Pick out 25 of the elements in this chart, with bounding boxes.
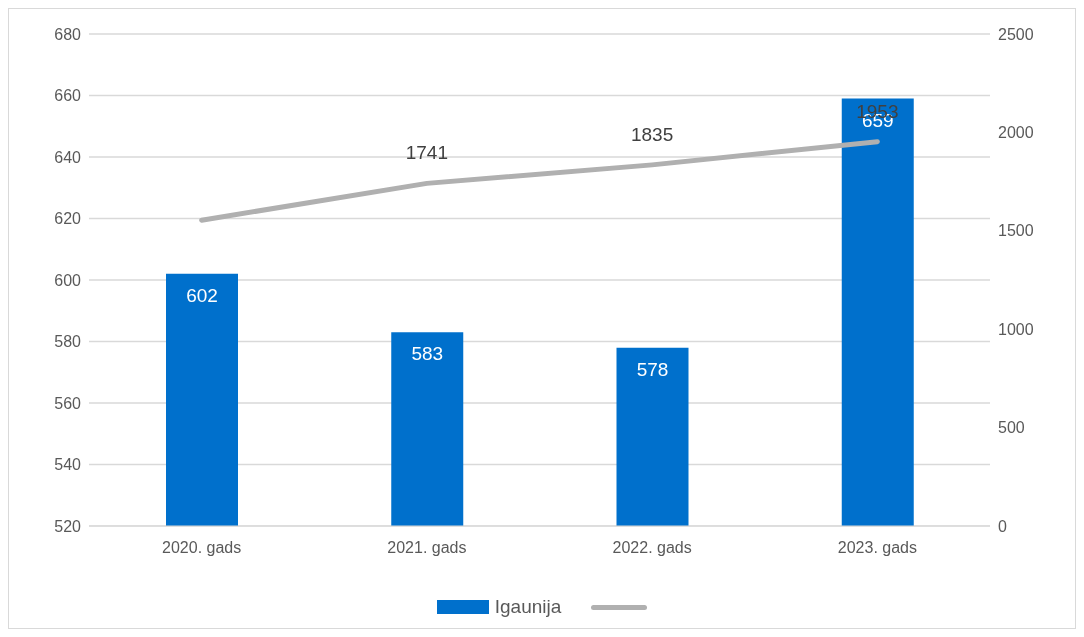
y-tick-label: 600 xyxy=(54,271,82,289)
data-label: 583 xyxy=(411,343,444,365)
y2-tick-label: 500 xyxy=(998,419,1025,437)
x-tick-label: 2023. gads xyxy=(837,539,917,557)
legend-label: Igaunija xyxy=(494,596,562,618)
x-tick-label: 2022. gads xyxy=(612,539,692,557)
y-tick-label: 560 xyxy=(54,394,82,412)
data-label: 602 xyxy=(186,284,218,306)
y-tick-label: 540 xyxy=(54,456,82,474)
data-label: 1835 xyxy=(630,123,674,145)
y2-tick-label: 1500 xyxy=(998,222,1034,240)
y2-tick-label: 0 xyxy=(998,517,1007,535)
data-label: 578 xyxy=(636,358,669,380)
y2-tick-label: 1000 xyxy=(998,320,1034,338)
y-tick-label: 640 xyxy=(54,148,82,166)
x-tick-label: 2020. gads xyxy=(162,539,242,557)
y2-tick-label: 2000 xyxy=(998,124,1034,142)
y-tick-label: 580 xyxy=(54,333,82,351)
y-tick-label: 520 xyxy=(54,517,82,535)
y-tick-label: 660 xyxy=(54,87,82,105)
y2-tick-label: 2500 xyxy=(998,25,1034,43)
y-tick-label: 620 xyxy=(54,210,82,228)
x-tick-label: 2021. gads xyxy=(387,539,467,557)
y-tick-label: 680 xyxy=(54,25,82,43)
data-label: 1741 xyxy=(405,142,449,164)
